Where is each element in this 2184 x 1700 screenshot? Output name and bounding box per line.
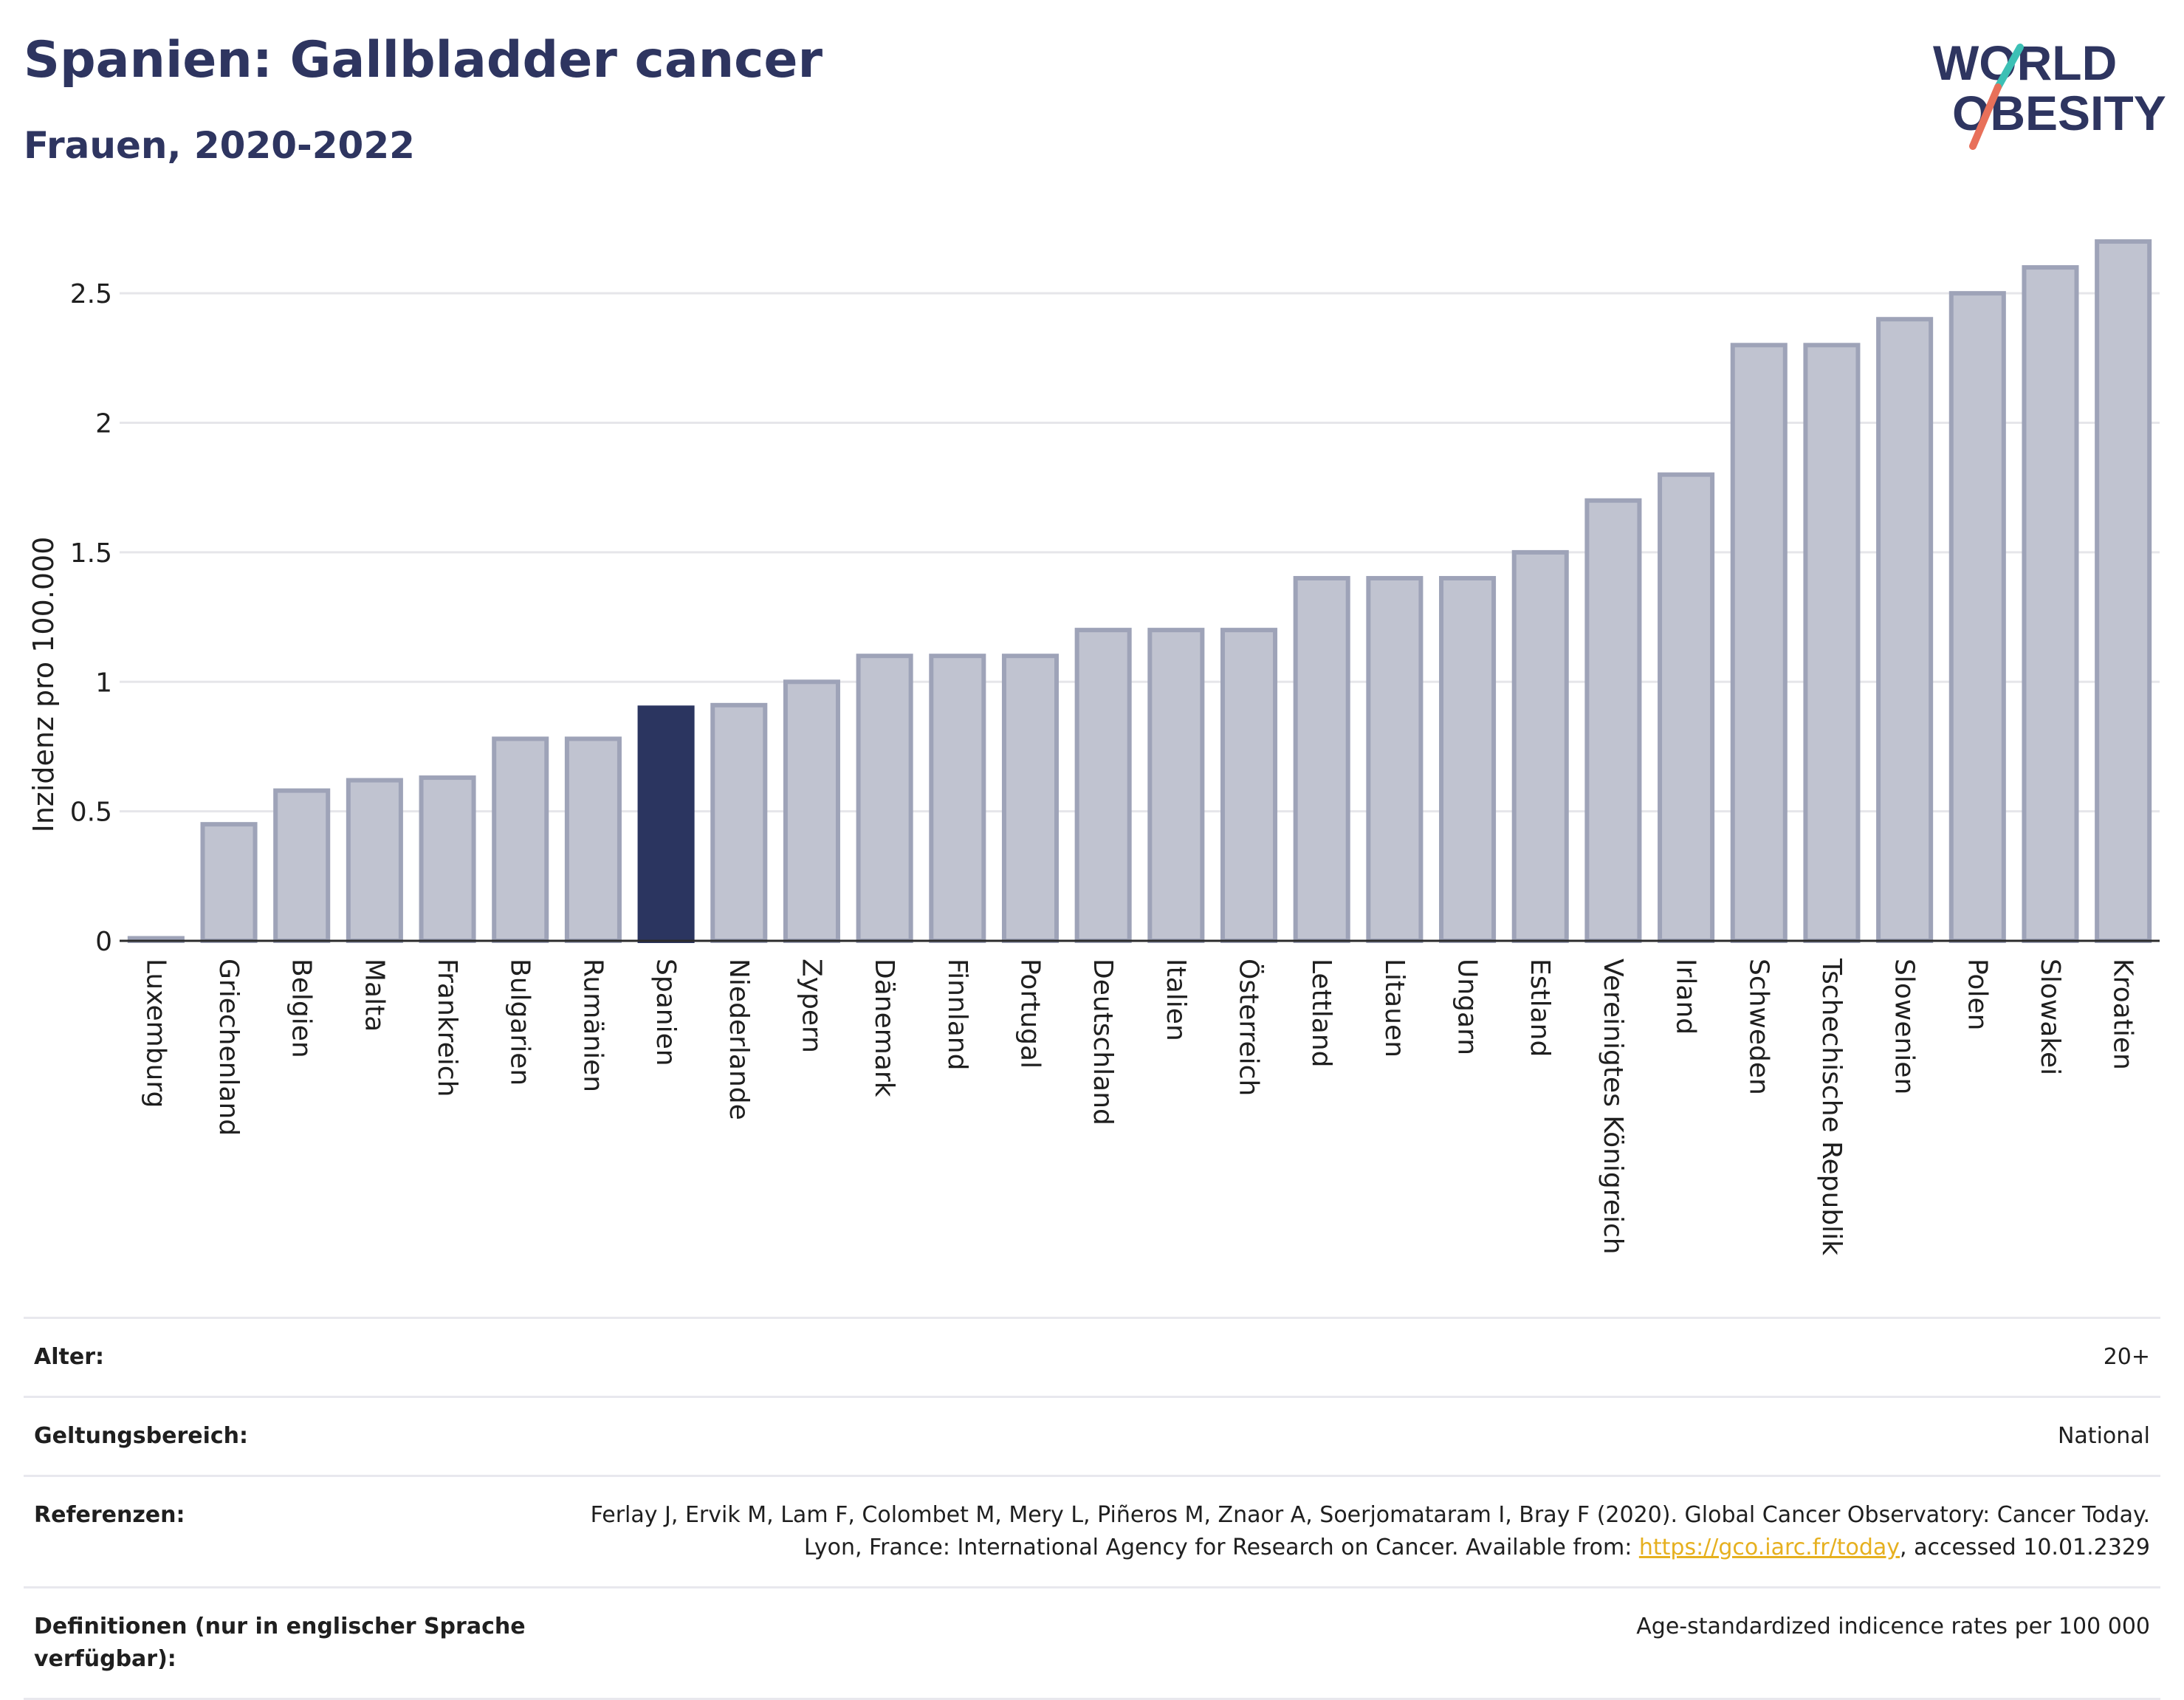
references-value: Ferlay J, Ervik M, Lam F, Colombet M, Me… [563, 1499, 2150, 1564]
x-tick-label: Italien [1161, 959, 1191, 1041]
logo-line1: WORLD [1933, 35, 2117, 90]
x-tick-label: Finnland [942, 959, 972, 1070]
x-tick-label: Polen [1962, 959, 1992, 1030]
bar-ungarn [1439, 575, 1497, 943]
bar-bulgarien [492, 736, 549, 943]
x-tick-label: Vereinigtes Königreich [1598, 959, 1628, 1255]
x-tick-label: Tschechische Republik [1816, 958, 1847, 1255]
x-tick-label: Malta [359, 959, 389, 1032]
reference-text: Ferlay J, Ervik M, Lam F, Colombet M, Me… [590, 1502, 2150, 1560]
scope-value: National [2057, 1423, 2150, 1449]
x-tick-label: Slowenien [1889, 959, 1920, 1094]
age-value: 20+ [2103, 1344, 2150, 1370]
bar-chart: 0 0.5 1 1.5 2 2.5 Luxemburg Griechenland Belgie… [27, 239, 2160, 1255]
info-row-references: Referenzen: Ferlay J, Ervik M, Lam F, Co… [24, 1475, 2160, 1586]
bar-polen [1948, 291, 2006, 944]
reference-link[interactable]: https://gco.iarc.fr/today [1638, 1535, 1900, 1560]
y-axis-label: Inzidenz pro 100.000 [27, 537, 60, 833]
axis-layer: 0 0.5 1 1.5 2 2.5 [70, 279, 2160, 957]
bar-dänemark [856, 654, 913, 943]
x-tick-label: Deutschland [1088, 959, 1118, 1125]
bar-spanien [637, 705, 695, 944]
bar-tschechische-republik [1803, 343, 1861, 943]
x-tick-labels: Luxemburg Griechenland Belgien Malta Frankre… [140, 958, 2137, 1255]
definitions-value: Age-standardized indicence rates per 100… [1636, 1614, 2150, 1639]
bar-slowakei [2022, 265, 2079, 943]
world-obesity-logo: WORLD OBESITY [1933, 35, 2166, 150]
page-subtitle: Frauen, 2020-2022 [24, 124, 415, 167]
bar-slowenien [1876, 317, 1934, 943]
x-tick-label: Portugal [1014, 959, 1045, 1069]
y-tick-label: 2.5 [70, 279, 112, 309]
bar-vereinigtes-königreich [1584, 498, 1642, 943]
x-tick-label: Bulgarien [505, 959, 535, 1086]
x-tick-label: Lettland [1306, 959, 1336, 1068]
scope-label: Geltungsbereich: [34, 1423, 249, 1449]
info-row-age: Alter: 20+ [24, 1317, 2160, 1396]
bar-irland [1658, 472, 1715, 943]
bar-estland [1511, 549, 1569, 943]
x-tick-label: Österreich [1234, 959, 1265, 1096]
logo-slash-teal [1994, 44, 2024, 91]
info-table: Alter: 20+ Geltungsbereich: National Ref… [24, 1317, 2160, 1700]
y-tick-label: 0.5 [70, 798, 112, 828]
y-tick-label: 1 [95, 668, 112, 698]
bar-schweden [1730, 343, 1788, 943]
bar-finnland [929, 654, 986, 943]
x-tick-label: Schweden [1743, 959, 1773, 1095]
references-label: Referenzen: [34, 1502, 185, 1528]
definitions-label: Definitionen (nur in englischer Sprache … [34, 1614, 526, 1672]
bar-rumänien [564, 736, 622, 943]
x-tick-label: Luxemburg [140, 959, 171, 1108]
x-tick-label: Litauen [1379, 959, 1409, 1058]
x-tick-label: Frankreich [432, 959, 462, 1097]
x-tick-label: Kroatien [2108, 959, 2138, 1070]
bar-österreich [1220, 628, 1278, 944]
x-tick-label: Ungarn [1452, 959, 1483, 1055]
y-tick-label: 1.5 [70, 538, 112, 569]
x-tick-label: Dänemark [869, 959, 899, 1097]
x-tick-label: Zypern [796, 959, 826, 1053]
info-row-scope: Geltungsbereich: National [24, 1396, 2160, 1475]
bar-griechenland [200, 822, 258, 943]
x-tick-label: Spanien [650, 959, 681, 1066]
bar-litauen [1366, 575, 1424, 943]
x-tick-label: Slowakei [2035, 959, 2065, 1075]
y-tick-label: 0 [95, 927, 112, 957]
x-tick-label: Belgien [286, 959, 317, 1058]
bar-deutschland [1074, 628, 1132, 944]
y-tick-label: 2 [95, 409, 112, 439]
bar-lettland [1293, 575, 1350, 943]
x-tick-label: Niederlande [724, 959, 754, 1120]
bar-belgien [273, 788, 331, 943]
bar-niederlande [710, 702, 768, 943]
bar-malta [346, 778, 403, 943]
x-tick-label: Griechenland [213, 959, 244, 1136]
reference-accessed: , accessed 10.01.2329 [1900, 1535, 2150, 1560]
bar-kroatien [2095, 239, 2152, 943]
age-label: Alter: [34, 1344, 104, 1370]
bar-italien [1147, 628, 1205, 944]
bar-zypern [783, 679, 840, 943]
bar-portugal [1001, 654, 1060, 943]
page-title: Spanien: Gallbladder cancer [24, 31, 823, 89]
logo-slash-coral [1969, 83, 2002, 150]
bar-frankreich [419, 775, 476, 943]
x-tick-label: Estland [1525, 959, 1555, 1057]
bars-layer [127, 239, 2152, 944]
x-tick-label: Rumänien [577, 959, 608, 1092]
x-tick-label: Irland [1671, 959, 1701, 1035]
info-row-definitions: Definitionen (nur in englischer Sprache … [24, 1586, 2160, 1700]
